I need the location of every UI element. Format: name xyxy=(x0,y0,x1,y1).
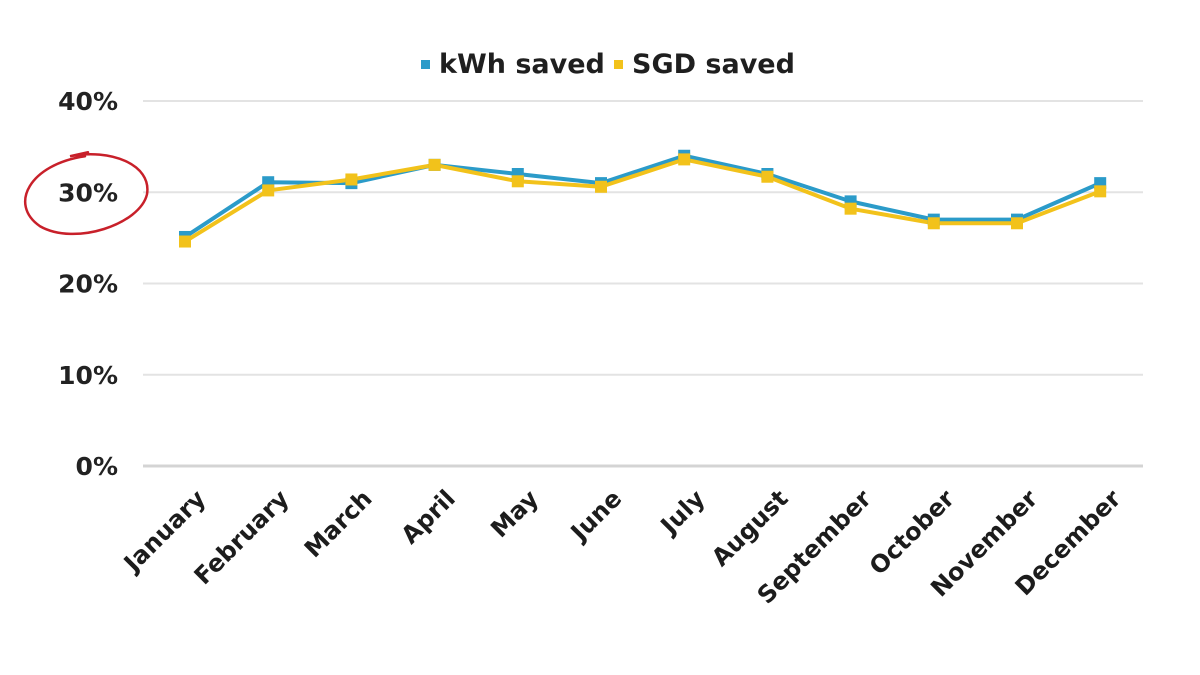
legend-swatch-sgd xyxy=(614,60,623,69)
data-point-sgd xyxy=(511,175,524,188)
y-tick-label: 30% xyxy=(58,178,118,207)
data-point-sgd xyxy=(678,153,691,166)
series-lines xyxy=(183,153,1102,244)
data-point-sgd xyxy=(345,173,358,186)
data-point-sgd xyxy=(1094,185,1107,198)
data-point-sgd xyxy=(844,202,857,215)
annotation xyxy=(23,151,149,236)
gridlines xyxy=(143,100,1143,468)
x-tick-label: April xyxy=(396,484,461,549)
data-point-sgd xyxy=(428,158,441,171)
data-point-sgd xyxy=(179,235,191,248)
data-point-sgd xyxy=(1011,217,1023,230)
y-tick-label: 20% xyxy=(58,270,118,299)
data-point-sgd xyxy=(761,170,774,183)
y-tick-label: 10% xyxy=(58,361,118,390)
data-point-sgd xyxy=(595,180,607,193)
legend-label-sgd: SGD saved xyxy=(632,49,795,80)
y-axis-ticks: 0% 10% 20% 30% 40% xyxy=(58,87,118,481)
data-point-sgd xyxy=(262,184,275,197)
series-line-sgd-saved xyxy=(183,157,1101,244)
x-tick-label: March xyxy=(299,484,378,563)
x-tick-label: July xyxy=(654,484,711,541)
legend-label-kwh: kWh saved xyxy=(439,49,605,80)
series-markers xyxy=(179,149,1107,248)
legend: kWh saved SGD saved xyxy=(421,49,795,80)
annotation-circle xyxy=(23,151,149,236)
legend-swatch-kwh xyxy=(421,60,430,69)
y-tick-label: 0% xyxy=(76,452,118,481)
x-tick-label: June xyxy=(564,484,627,547)
x-tick-label: May xyxy=(485,484,544,543)
y-tick-label: 40% xyxy=(58,87,118,116)
data-point-sgd xyxy=(927,217,940,230)
x-tick-label: August xyxy=(706,484,793,571)
